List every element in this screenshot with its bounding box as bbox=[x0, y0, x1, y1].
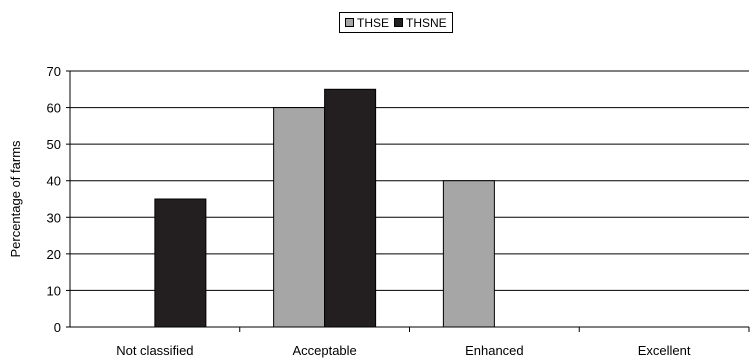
x-tick-label: Not classified bbox=[116, 343, 193, 358]
legend: THSE THSNE bbox=[339, 12, 453, 33]
legend-swatch-thse bbox=[345, 18, 354, 27]
y-tick-label: 30 bbox=[47, 210, 61, 225]
x-tick-label: Enhanced bbox=[465, 343, 524, 358]
bar-thsne-acceptable bbox=[324, 88, 377, 328]
legend-label-thse: THSE bbox=[357, 15, 390, 30]
legend-label-thsne: THSNE bbox=[406, 15, 447, 30]
legend-item-thsne: THSNE bbox=[394, 16, 447, 30]
y-tick-label: 40 bbox=[47, 174, 61, 189]
x-tick-label: Excellent bbox=[638, 343, 691, 358]
legend-item-thse: THSE bbox=[345, 16, 389, 30]
bar-thse-acceptable bbox=[273, 107, 326, 328]
x-tick-labels: Not classified Acceptable Enhanced Excellen… bbox=[116, 327, 750, 358]
bars bbox=[154, 88, 495, 328]
y-tick-label: 0 bbox=[54, 320, 61, 335]
legend-swatch-thsne bbox=[394, 18, 404, 27]
y-axis-label: Percentage of farms bbox=[8, 140, 23, 258]
y-tick-label: 70 bbox=[47, 64, 61, 79]
bar-thsne-not-classified bbox=[154, 198, 207, 328]
y-tick-label: 50 bbox=[47, 137, 61, 152]
bar-thse-enhanced bbox=[442, 180, 495, 328]
x-tick-label: Acceptable bbox=[292, 343, 356, 358]
y-tick-label: 20 bbox=[47, 247, 61, 262]
y-tick-label: 10 bbox=[47, 283, 61, 298]
y-tick-labels: 0 10 20 30 40 50 60 70 bbox=[47, 64, 70, 335]
y-tick-label: 60 bbox=[47, 101, 61, 116]
